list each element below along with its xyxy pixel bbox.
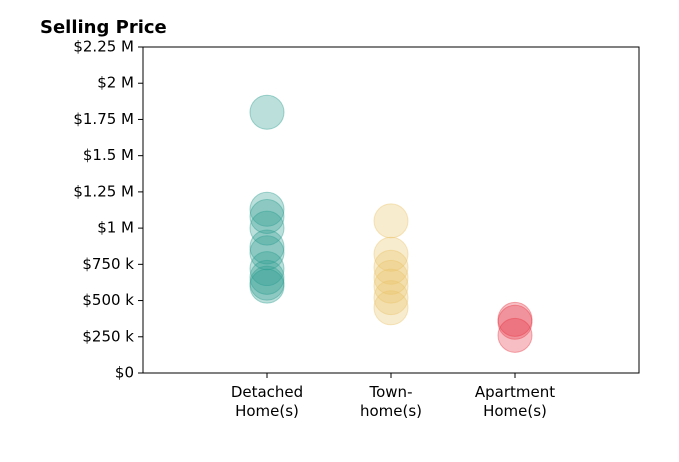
y-tick-label: $0 [115,364,134,382]
y-tick-label: $1 M [97,219,134,237]
y-tick-label: $750 k [82,255,134,273]
y-tick-label: $250 k [82,327,134,345]
point [249,259,285,295]
point [373,203,409,239]
point [249,251,285,287]
point [249,199,285,235]
point [373,280,409,316]
point [249,265,285,301]
y-tick-label: $2 M [97,74,134,92]
y-tick-label: $500 k [82,291,134,309]
point [249,94,285,130]
point [373,290,409,326]
x-tick-label: Detached Home(s) [231,383,303,420]
point [373,249,409,285]
point [249,229,285,265]
point [249,210,285,246]
y-tick-label: $1.5 M [83,146,134,164]
x-tick-label: Town-home(s) [360,383,422,420]
point [497,304,533,340]
y-tick-label: $1.25 M [73,182,134,200]
y-tick-label: $1.75 M [73,110,134,128]
y-tick-label: $2.25 M [73,38,134,56]
point [249,235,285,271]
x-tick-label: Apartment Home(s) [475,383,555,420]
point [497,317,533,353]
point [249,268,285,304]
point [249,191,285,227]
point [373,236,409,272]
point [373,268,409,304]
point [373,259,409,295]
point [497,301,533,337]
chart-title: Selling Price [40,17,167,38]
